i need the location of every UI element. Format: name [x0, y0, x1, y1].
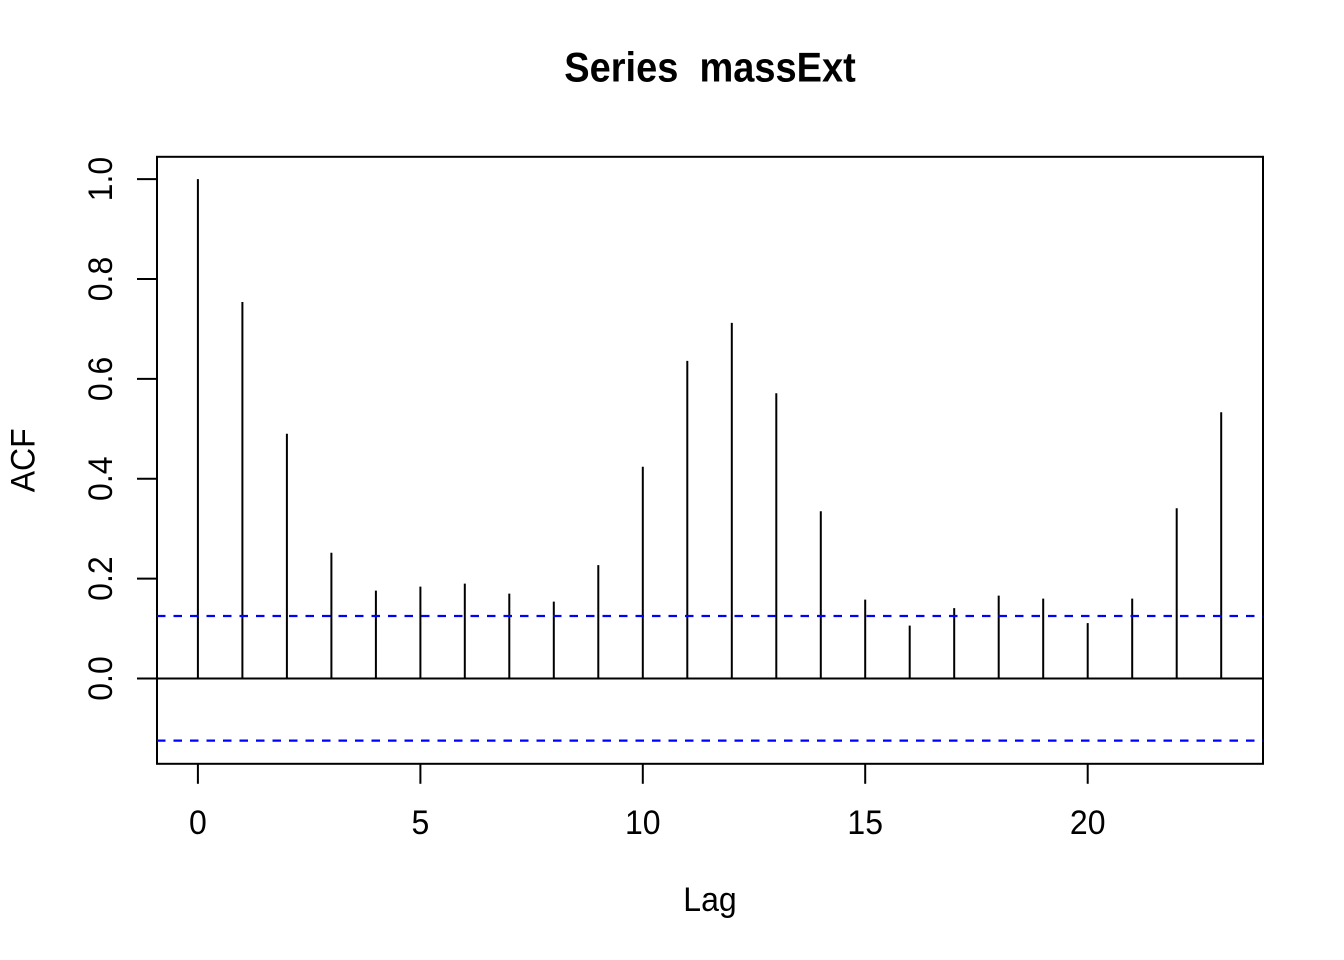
- svg-text:5: 5: [411, 803, 429, 841]
- svg-text:0.0: 0.0: [81, 656, 119, 700]
- svg-text:ACF: ACF: [4, 428, 42, 492]
- svg-text:10: 10: [625, 803, 661, 841]
- svg-text:Series massExt: Series massExt: [564, 45, 855, 91]
- svg-text:20: 20: [1070, 803, 1106, 841]
- svg-text:0.2: 0.2: [81, 556, 119, 600]
- svg-text:1.0: 1.0: [81, 157, 119, 201]
- svg-text:0.4: 0.4: [81, 456, 119, 500]
- svg-text:15: 15: [847, 803, 883, 841]
- svg-text:Lag: Lag: [683, 880, 736, 918]
- svg-text:0.8: 0.8: [81, 257, 119, 301]
- svg-text:0: 0: [189, 803, 207, 841]
- svg-text:0.6: 0.6: [81, 357, 119, 401]
